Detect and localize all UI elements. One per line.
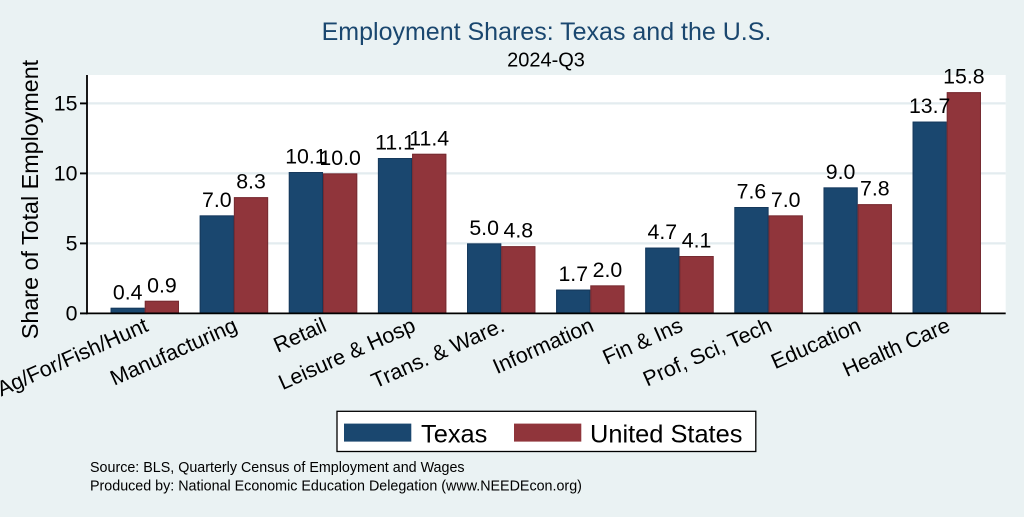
svg-text:0.4: 0.4 bbox=[113, 280, 143, 304]
svg-text:11.1: 11.1 bbox=[375, 131, 415, 155]
svg-text:4.7: 4.7 bbox=[648, 220, 678, 244]
svg-text:4.1: 4.1 bbox=[682, 229, 712, 253]
svg-text:United States: United States bbox=[590, 421, 742, 449]
svg-text:15: 15 bbox=[54, 92, 78, 116]
svg-text:Produced by: National Economic: Produced by: National Economic Education… bbox=[90, 479, 582, 495]
svg-text:Employment Shares: Texas and t: Employment Shares: Texas and the U.S. bbox=[322, 18, 772, 46]
svg-text:10: 10 bbox=[54, 162, 78, 186]
svg-text:15.8: 15.8 bbox=[943, 65, 984, 89]
svg-text:5: 5 bbox=[66, 232, 78, 256]
svg-text:4.8: 4.8 bbox=[504, 219, 534, 243]
svg-text:7.6: 7.6 bbox=[737, 180, 767, 204]
svg-text:5.0: 5.0 bbox=[469, 216, 499, 240]
svg-text:7.0: 7.0 bbox=[202, 188, 232, 212]
svg-text:2024-Q3: 2024-Q3 bbox=[507, 50, 585, 72]
svg-text:0: 0 bbox=[66, 302, 78, 326]
svg-text:1.7: 1.7 bbox=[558, 262, 588, 286]
svg-text:10.1: 10.1 bbox=[285, 145, 326, 169]
svg-text:Source: BLS, Quarterly Census: Source: BLS, Quarterly Census of Employm… bbox=[90, 460, 465, 476]
svg-text:10.0: 10.0 bbox=[319, 146, 361, 170]
svg-text:11.4: 11.4 bbox=[409, 126, 449, 150]
svg-text:Share of Total Employment: Share of Total Employment bbox=[17, 59, 43, 339]
svg-text:8.3: 8.3 bbox=[236, 170, 266, 194]
svg-text:Texas: Texas bbox=[421, 421, 487, 449]
svg-text:7.0: 7.0 bbox=[771, 188, 801, 212]
svg-text:9.0: 9.0 bbox=[826, 160, 856, 184]
svg-text:13.7: 13.7 bbox=[909, 94, 950, 118]
svg-text:2.0: 2.0 bbox=[593, 258, 623, 282]
svg-text:0.9: 0.9 bbox=[147, 273, 177, 297]
svg-text:7.8: 7.8 bbox=[860, 177, 890, 201]
